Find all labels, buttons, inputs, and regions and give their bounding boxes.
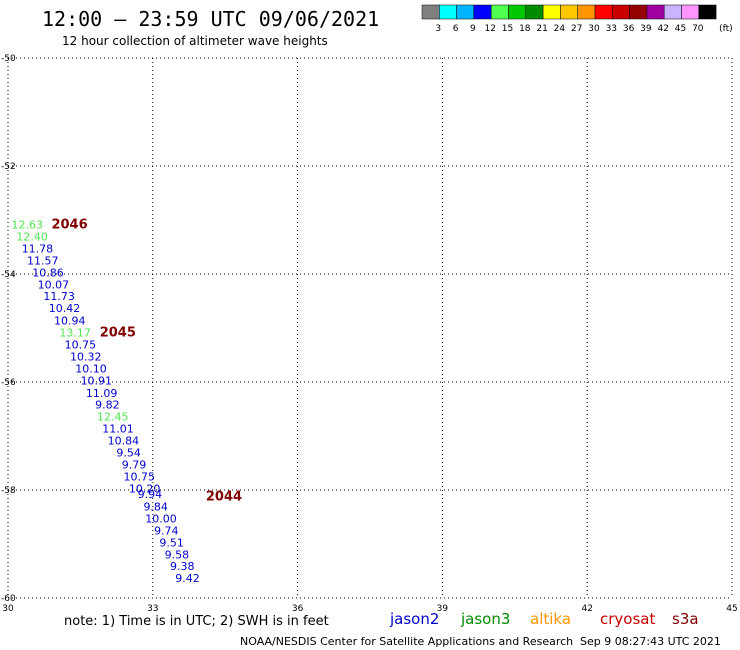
colorbar-label: 21 (536, 24, 547, 34)
x-tick-label: 36 (292, 604, 304, 614)
wave-height-value: 9.42 (175, 572, 200, 585)
colorbar-swatch (508, 4, 527, 20)
colorbar-swatch (421, 4, 440, 20)
wave-height-value: 11.01 (102, 422, 134, 435)
y-tick-label: -56 (1, 378, 16, 388)
wave-height-value: 10.00 (145, 513, 177, 526)
wave-height-value: 9.84 (143, 501, 168, 514)
wave-height-value: 11.09 (86, 387, 118, 400)
x-tick-label: 45 (726, 604, 737, 614)
grid (7, 57, 733, 599)
colorbar-swatch (698, 4, 717, 20)
colorbar-swatch (439, 4, 457, 20)
wave-height-value: 9.79 (122, 459, 147, 472)
colorbar-label: 12 (484, 24, 495, 34)
wave-height-value: 12.63 (12, 218, 44, 231)
colorbar-label: 42 (657, 24, 668, 34)
wave-height-value: 11.78 (22, 243, 54, 256)
x-tick-label: 33 (147, 604, 158, 614)
y-tick-label: -58 (1, 486, 16, 496)
colorbar: 3 6 9 12 15 18 21 24 27 30 33 36 39 42 45 70 (ft) (421, 4, 733, 34)
legend-entry-jason3: jason3 (460, 610, 510, 628)
wave-height-value: 10.94 (54, 314, 86, 327)
colorbar-swatch (663, 4, 682, 20)
wave-height-value: 10.84 (108, 434, 140, 447)
wave-height-value: 10.86 (32, 266, 64, 279)
footer-timestamp: Sep 9 08:27:43 UTC 2021 (580, 635, 721, 648)
wave-height-value: 10.32 (70, 351, 102, 364)
x-tick-label: 39 (437, 604, 449, 614)
footer-note: note: 1) Time is in UTC; 2) SWH is in fe… (64, 614, 329, 629)
colorbar-swatch (681, 4, 700, 20)
colorbar-label: 6 (453, 24, 459, 34)
colorbar-swatch (612, 4, 630, 20)
wave-height-value: 10.91 (81, 374, 113, 387)
colorbar-label: 3 (435, 24, 441, 34)
wave-height-value: 12.40 (16, 231, 48, 244)
wave-height-value: 9.38 (170, 560, 195, 573)
y-tick-label: -50 (1, 54, 16, 64)
colorbar-swatch (629, 4, 648, 20)
wave-height-value: 10.42 (49, 302, 81, 315)
wave-height-value: 11.73 (43, 290, 75, 303)
colorbar-label: 9 (470, 24, 476, 34)
colorbar-swatch (456, 4, 475, 20)
wave-height-value: 9.54 (116, 447, 141, 460)
colorbar-swatch (646, 4, 665, 20)
footer-credit: NOAA/NESDIS Center for Satellite Applica… (240, 635, 573, 648)
wave-height-value: 10.07 (38, 278, 70, 291)
wave-height-value: 9.74 (154, 525, 179, 538)
axis-ticks: 30 33 36 39 42 45 -50 -52 -54 -56 -58 -60 (1, 54, 738, 614)
x-tick-label: 42 (581, 604, 592, 614)
wave-height-value: 10.75 (124, 471, 156, 484)
wave-height-value: 11.57 (27, 255, 59, 268)
legend-entry-cryosat: cryosat (600, 610, 655, 628)
colorbar-label: 36 (623, 24, 635, 34)
colorbar-swatch (473, 4, 492, 20)
legend: jason2 jason3 altika cryosat s3a (389, 610, 699, 628)
pass-number-label: 2046 (51, 217, 87, 232)
chart-title: 12:00 – 23:59 UTC 09/06/2021 (42, 7, 379, 31)
colorbar-label: (ft) (719, 24, 733, 34)
wave-height-value: 10.10 (75, 363, 107, 376)
wave-height-value: 13.17 (59, 326, 91, 339)
chart-subtitle: 12 hour collection of altimeter wave hei… (62, 34, 328, 48)
wave-height-value: 12.45 (97, 411, 129, 424)
wave-height-value: 9.94 (138, 488, 163, 501)
pass-number-label: 2044 (206, 489, 242, 504)
colorbar-label: 15 (502, 24, 513, 34)
colorbar-swatch (560, 4, 578, 20)
colorbar-swatch (542, 4, 561, 20)
colorbar-label: 39 (640, 24, 652, 34)
colorbar-label: 33 (606, 24, 617, 34)
colorbar-swatch (577, 4, 596, 20)
colorbar-label: 27 (571, 24, 582, 34)
colorbar-label: 30 (588, 24, 600, 34)
wave-height-value: 10.20 (129, 482, 161, 495)
y-tick-label: -54 (1, 270, 16, 280)
colorbar-swatch (490, 4, 509, 20)
data-points: 12.6312.4011.7811.5710.8610.0711.7310.42… (12, 218, 200, 585)
legend-entry-jason2: jason2 (389, 610, 439, 628)
x-tick-label: 30 (2, 604, 14, 614)
colorbar-label: 45 (675, 24, 686, 34)
wave-height-value: 9.51 (159, 536, 184, 549)
colorbar-label: 18 (519, 24, 531, 34)
y-tick-label: -60 (1, 594, 16, 604)
pass-labels: 2046 2045 2044 (51, 217, 242, 504)
pass-number-label: 2045 (100, 325, 136, 340)
legend-entry-altika: altika (530, 610, 571, 628)
colorbar-swatch (525, 4, 544, 20)
colorbar-label: 24 (554, 24, 566, 34)
wave-height-value: 9.82 (95, 399, 120, 412)
colorbar-label: 70 (692, 24, 704, 34)
wave-height-value: 9.58 (165, 548, 190, 561)
legend-entry-s3a: s3a (672, 610, 699, 628)
wave-height-value: 10.75 (65, 339, 97, 352)
colorbar-swatch (594, 4, 613, 20)
y-tick-label: -52 (1, 162, 16, 172)
